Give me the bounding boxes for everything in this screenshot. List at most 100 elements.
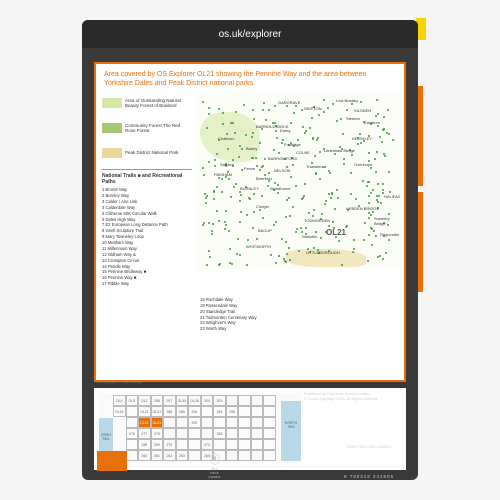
settlement-dot [218, 220, 220, 222]
index-cell: OL30 [176, 395, 189, 406]
settlement-dot [328, 193, 330, 195]
settlement-dot [304, 183, 306, 185]
settlement-dot [318, 114, 320, 116]
settlement-dot [332, 221, 334, 223]
settlement-dot [368, 195, 370, 197]
place-label: TODMORDEN [304, 218, 330, 223]
settlement-dot [355, 198, 357, 200]
index-cell [226, 428, 239, 439]
settlement-dot [208, 161, 210, 163]
settlement-dot [301, 109, 303, 111]
settlement-dot [375, 171, 377, 173]
settlement-dot [267, 185, 269, 187]
settlement-dot [314, 155, 316, 157]
place-label: Chatburn [218, 136, 234, 141]
settlement-dot [270, 254, 272, 256]
cert-code: FSC® C123971 [207, 471, 222, 479]
settlement-dot [243, 104, 245, 106]
settlement-dot [331, 193, 333, 195]
place-label: HEBDEN BRIDGE [346, 206, 379, 211]
index-cell: 289 [176, 406, 189, 417]
settlement-dot [221, 191, 223, 193]
settlement-dot [214, 165, 216, 167]
legend-label: Peak District National Park [125, 150, 185, 155]
settlement-dot [388, 213, 390, 215]
settlement-dot [222, 123, 224, 125]
settlement-dot [246, 214, 248, 216]
settlement-dot [353, 248, 355, 250]
index-cell: OL2 [138, 395, 151, 406]
settlement-dot [208, 107, 210, 109]
settlement-dot [383, 128, 385, 130]
settlement-dot [208, 250, 210, 252]
index-cell: OL4 [113, 395, 126, 406]
header-bar: os.uk/explorer [82, 20, 418, 48]
settlement-dot [206, 195, 208, 197]
settlement-dot [382, 258, 384, 260]
settlement-dot [324, 203, 326, 205]
settlement-dot [338, 240, 340, 242]
place-label: Brierfield [256, 176, 272, 181]
settlement-dot [336, 120, 338, 122]
trails-column-2: 18 Rochdale Way19 Rossendale Way20 Stand… [200, 297, 257, 332]
settlement-dot [290, 176, 292, 178]
settlement-dot [251, 136, 253, 138]
settlement-dot [321, 213, 323, 215]
index-cell: 283 [213, 428, 226, 439]
settlement-dot [368, 202, 370, 204]
settlement-dot [278, 255, 280, 257]
index-cell: 278 [151, 428, 164, 439]
settlement-dot [202, 167, 204, 169]
index-cell [176, 428, 189, 439]
settlement-dot [239, 191, 241, 193]
index-cell: OL21 [138, 406, 151, 417]
index-cell: 277 [138, 428, 151, 439]
settlement-dot [262, 217, 264, 219]
settlement-dot [211, 233, 213, 235]
settlement-dot [330, 197, 332, 199]
settlement-dot [225, 224, 227, 226]
settlement-dot [375, 235, 377, 237]
settlement-dot [293, 112, 295, 114]
settlement-dot [216, 210, 218, 212]
legend-label: Area of Outstanding Natural Beauty Fores… [125, 98, 185, 108]
settlement-dot [239, 200, 241, 202]
settlement-dot [208, 113, 210, 115]
index-cell: 297 [163, 395, 176, 406]
settlement-dot [382, 189, 384, 191]
coverage-map: GARGRAVESKIPTONSILSDENSteetonBARNOLDSWIC… [196, 94, 400, 269]
settlement-dot [370, 167, 372, 169]
settlement-dot [218, 108, 220, 110]
index-cell [238, 395, 251, 406]
map-back-cover: os.uk/explorer Area covered by OS Explor… [82, 20, 418, 480]
settlement-dot [295, 185, 297, 187]
settlement-dot [367, 260, 369, 262]
settlement-dot [371, 228, 373, 230]
index-cell [201, 417, 214, 428]
settlement-dot [292, 164, 294, 166]
index-cell: 290 [188, 406, 201, 417]
settlement-dot [209, 256, 211, 258]
settlement-dot [374, 158, 376, 160]
barcode-block: ISBN 978-0-319-24260-5 9 780319 242605 [338, 444, 400, 479]
settlement-dot [381, 141, 383, 143]
settlement-dot [289, 215, 291, 217]
index-cell: 294 [213, 406, 226, 417]
settlement-dot [213, 190, 215, 192]
settlement-dot [323, 99, 325, 101]
settlement-dot [346, 109, 348, 111]
main-content-panel: Area covered by OS Explorer OL21 showing… [94, 62, 406, 382]
settlement-dot [253, 193, 255, 195]
index-cell [201, 406, 214, 417]
settlement-dot [290, 122, 292, 124]
settlement-dot [281, 142, 283, 144]
index-cell: 298 [151, 395, 164, 406]
index-cell [163, 417, 176, 428]
settlement-dot [382, 183, 384, 185]
publisher-info: Published by Ordnance Survey Limited, © … [304, 392, 400, 402]
settlement-dot [317, 137, 319, 139]
index-cell: OL21 [138, 417, 151, 428]
settlement-dot [351, 103, 353, 105]
settlement-dot [350, 172, 352, 174]
settlement-dot [233, 186, 235, 188]
